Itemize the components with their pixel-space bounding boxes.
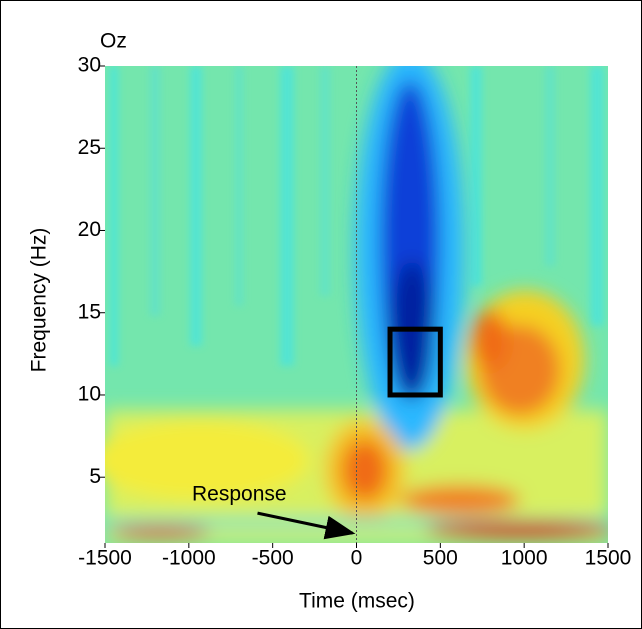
chart-title: Oz <box>100 30 127 53</box>
x-tick-label: 1500 <box>585 547 632 570</box>
x-tick-label: -1500 <box>78 547 132 570</box>
x-tick-label: 500 <box>423 547 458 570</box>
y-tick-label: 15 <box>78 300 101 323</box>
heatmap-field <box>105 66 608 543</box>
x-tick-label: -500 <box>252 547 294 570</box>
annotation-arrow <box>257 511 356 540</box>
y-tick-label: 30 <box>78 54 101 77</box>
y-tick-label: 5 <box>89 465 101 488</box>
y-tick-label: 10 <box>78 383 101 406</box>
y-tick-label: 20 <box>78 218 101 241</box>
y-tick-label: 25 <box>78 136 101 159</box>
region-box <box>387 326 443 398</box>
x-tick-label: 1000 <box>501 547 548 570</box>
x-tick-label: 0 <box>351 547 363 570</box>
x-axis-label: Time (msec) <box>299 590 415 613</box>
y-axis-label: Frequency (Hz) <box>28 228 51 373</box>
annotation-text: Response <box>192 483 287 506</box>
x-tick-label: -1000 <box>162 547 216 570</box>
